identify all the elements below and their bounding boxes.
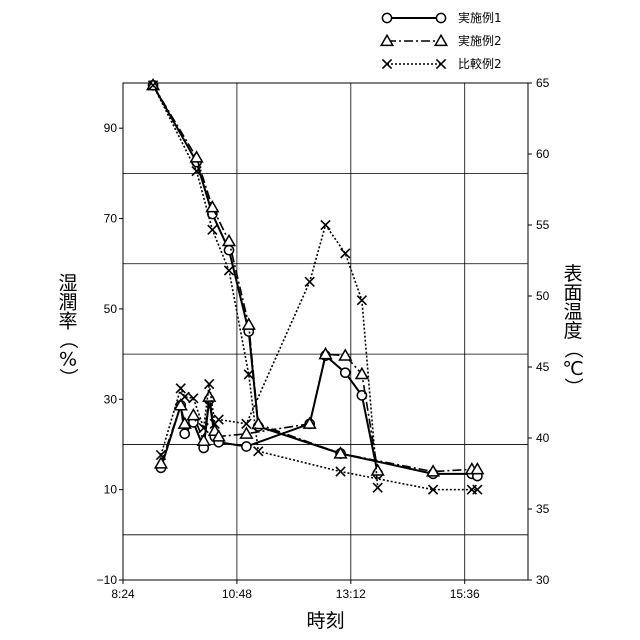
legend-label: 実施例2 xyxy=(458,33,502,48)
y-right-tick-label: 55 xyxy=(536,218,550,232)
y-left-tick-label: 70 xyxy=(104,212,118,226)
y-left-axis-title-char: （ xyxy=(57,330,79,349)
x-tick-label: 8:24 xyxy=(111,587,135,601)
y-left-tick-label: 50 xyxy=(104,302,118,316)
y-left-tick-label: 30 xyxy=(104,392,118,406)
y-right-axis-title-group: 表面温度（℃） xyxy=(562,263,584,397)
legend-label: 実施例1 xyxy=(458,10,502,25)
y-left-axis-title-group: 湿潤率（%） xyxy=(57,273,79,388)
circle-marker xyxy=(341,368,350,377)
y-right-tick-label: 60 xyxy=(536,147,550,161)
x-tick-label: 10:48 xyxy=(222,587,252,601)
y-right-tick-label: 40 xyxy=(536,431,550,445)
y-right-axis-title-char: （ xyxy=(562,339,584,358)
circle-marker xyxy=(180,429,189,438)
y-left-tick-label: −10 xyxy=(97,573,118,587)
y-right-tick-label: 35 xyxy=(536,502,550,516)
x-axis-title: 時刻 xyxy=(306,610,344,632)
circle-marker xyxy=(382,13,391,22)
y-right-axis-title-char: ） xyxy=(562,377,584,396)
circle-marker xyxy=(242,442,251,451)
y-left-tick-label: 10 xyxy=(104,483,118,497)
y-right-tick-label: 45 xyxy=(536,360,550,374)
y-right-tick-label: 50 xyxy=(536,289,550,303)
circle-marker xyxy=(436,13,445,22)
y-left-axis-title-char: ） xyxy=(57,368,79,387)
legend-label: 比較例2 xyxy=(458,56,502,71)
y-left-tick-label: 90 xyxy=(104,121,118,135)
circle-marker xyxy=(224,246,233,255)
x-tick-label: 15:36 xyxy=(450,587,480,601)
y-right-tick-label: 65 xyxy=(536,76,550,90)
x-tick-label: 13:12 xyxy=(336,587,366,601)
y-right-tick-label: 30 xyxy=(536,573,550,587)
